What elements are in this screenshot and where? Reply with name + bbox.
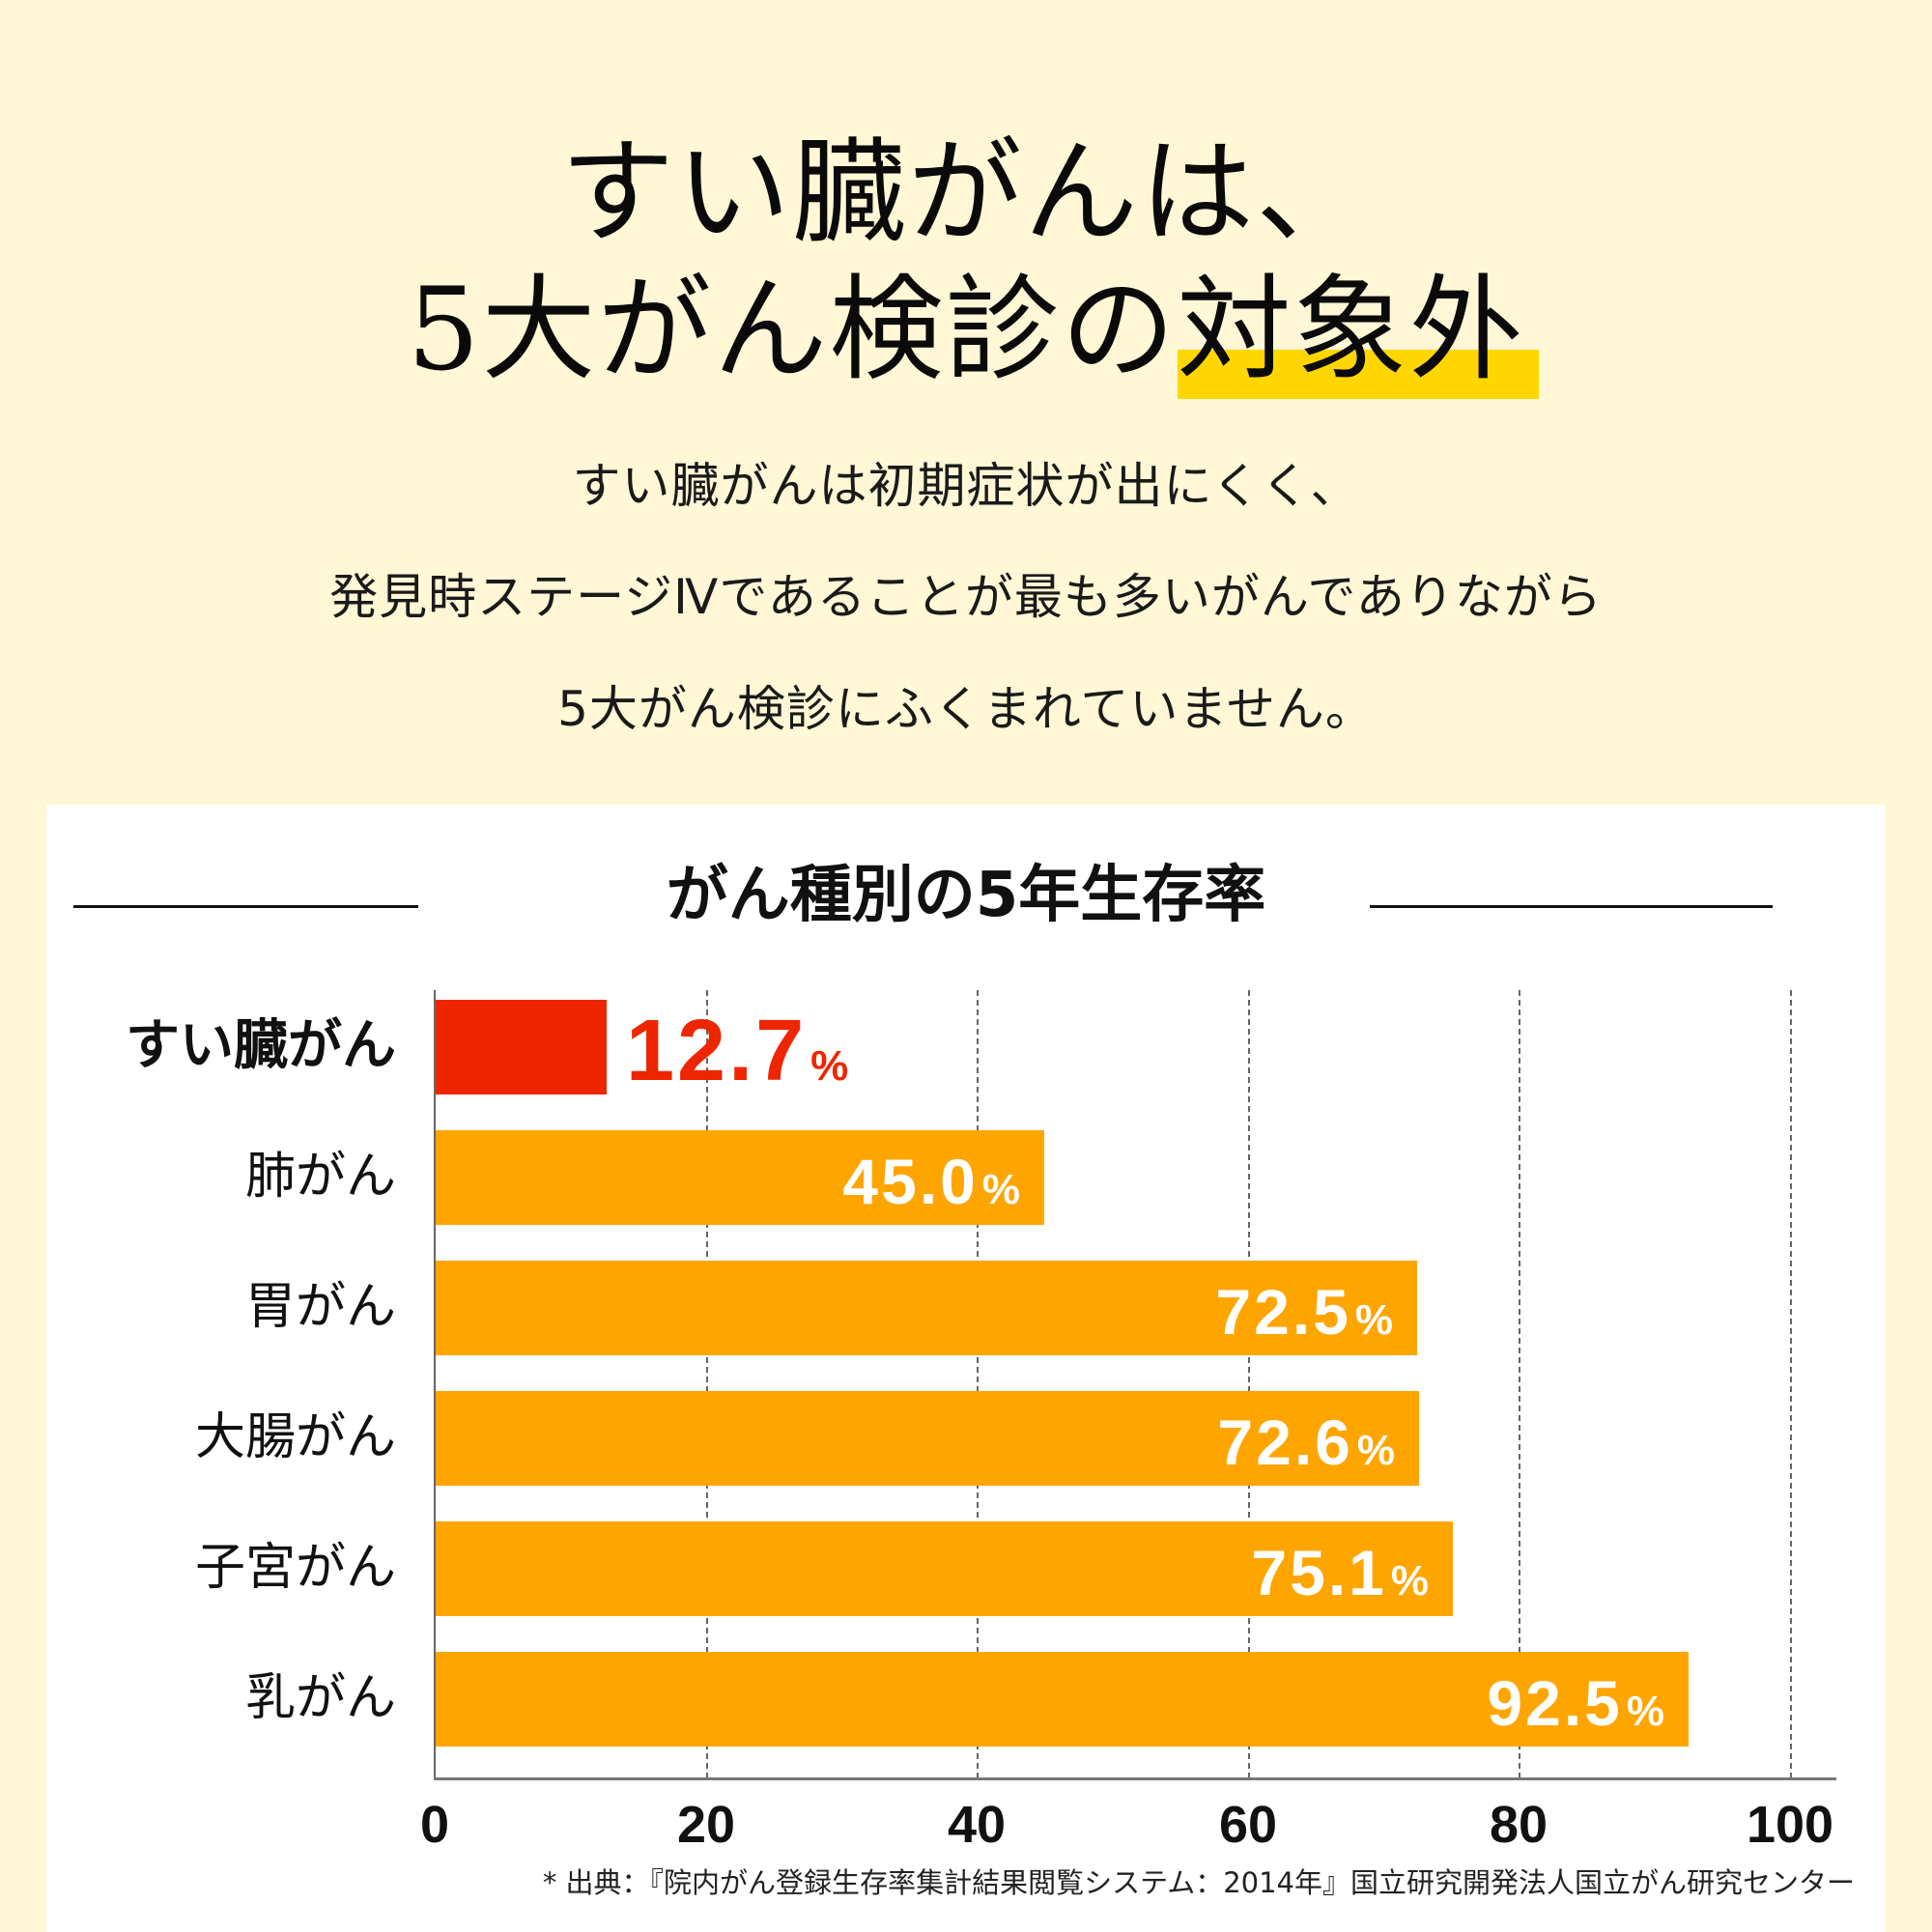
x-tick-100: 100: [1746, 1796, 1834, 1854]
x-axis-line: [434, 1777, 1836, 1780]
bar: [436, 1391, 1419, 1486]
bar: [436, 1130, 1044, 1225]
category-label: すい臓がん: [126, 1014, 396, 1077]
headline-line-2-prefix: 5大がん検診の: [407, 263, 1178, 396]
headline-line-1: すい臓がんは、: [559, 126, 1372, 259]
value-unit: %: [1356, 1427, 1398, 1474]
bar: [436, 1521, 1453, 1616]
gridline-100: [1790, 990, 1792, 1778]
value-label: 12.7%: [626, 1008, 851, 1094]
category-label: 胃がん: [244, 1278, 396, 1336]
subtitle-line-2: 発見時ステージⅣであることが最も多いがんでありながら: [329, 569, 1603, 625]
value-label: 75.1%: [1251, 1541, 1432, 1605]
bar: [436, 1261, 1417, 1355]
x-tick-40: 40: [947, 1796, 1007, 1854]
y-axis-line: [434, 990, 436, 1780]
x-tick-60: 60: [1218, 1796, 1278, 1854]
bar: [436, 1000, 607, 1094]
subtitle-line-3: 5大がん検診にふくまれていません。: [557, 681, 1375, 737]
value-unit: %: [810, 1042, 852, 1090]
chart-card: [46, 805, 1886, 1932]
category-label: 乳がん: [244, 1669, 396, 1727]
chart-title: がん種別の5年生存率: [666, 860, 1266, 931]
value-unit: %: [1354, 1296, 1396, 1344]
gridline-20: [706, 990, 708, 1778]
value-number: 72.5: [1215, 1276, 1351, 1348]
x-tick-80: 80: [1489, 1796, 1548, 1854]
value-number: 92.5: [1487, 1667, 1623, 1739]
value-number: 72.6: [1217, 1406, 1353, 1478]
headline-highlight: 対象外: [1177, 263, 1539, 399]
category-label: 子宮がん: [194, 1539, 396, 1597]
value-label: 92.5%: [1487, 1671, 1667, 1735]
value-label: 72.6%: [1217, 1410, 1398, 1474]
category-label: 大腸がん: [194, 1408, 396, 1466]
headline-line-2: 5大がん検診の対象外: [0, 263, 1932, 399]
gridline-40: [977, 990, 979, 1778]
title-rule-left: [73, 905, 418, 908]
value-label: 72.5%: [1215, 1280, 1396, 1344]
value-unit: %: [981, 1166, 1023, 1213]
bar: [436, 1652, 1689, 1747]
subtitle-line-1: すい臓がんは初期症状が出にくく、: [572, 458, 1360, 514]
value-number: 12.7: [626, 1003, 808, 1099]
value-number: 45.0: [842, 1146, 979, 1217]
value-unit: %: [1626, 1688, 1667, 1735]
gridline-80: [1519, 990, 1520, 1778]
x-tick-20: 20: [676, 1796, 736, 1854]
x-tick-0: 0: [419, 1796, 450, 1854]
gridline-60: [1248, 990, 1250, 1778]
value-label: 45.0%: [842, 1150, 1023, 1213]
value-number: 75.1: [1251, 1537, 1387, 1608]
value-unit: %: [1390, 1557, 1432, 1605]
source-note: * 出典：『院内がん登録生存率集計結果閲覧システム：2014年』国立研究開発法人…: [542, 1866, 1855, 1899]
title-rule-right: [1370, 905, 1773, 908]
category-label: 肺がん: [244, 1148, 396, 1206]
